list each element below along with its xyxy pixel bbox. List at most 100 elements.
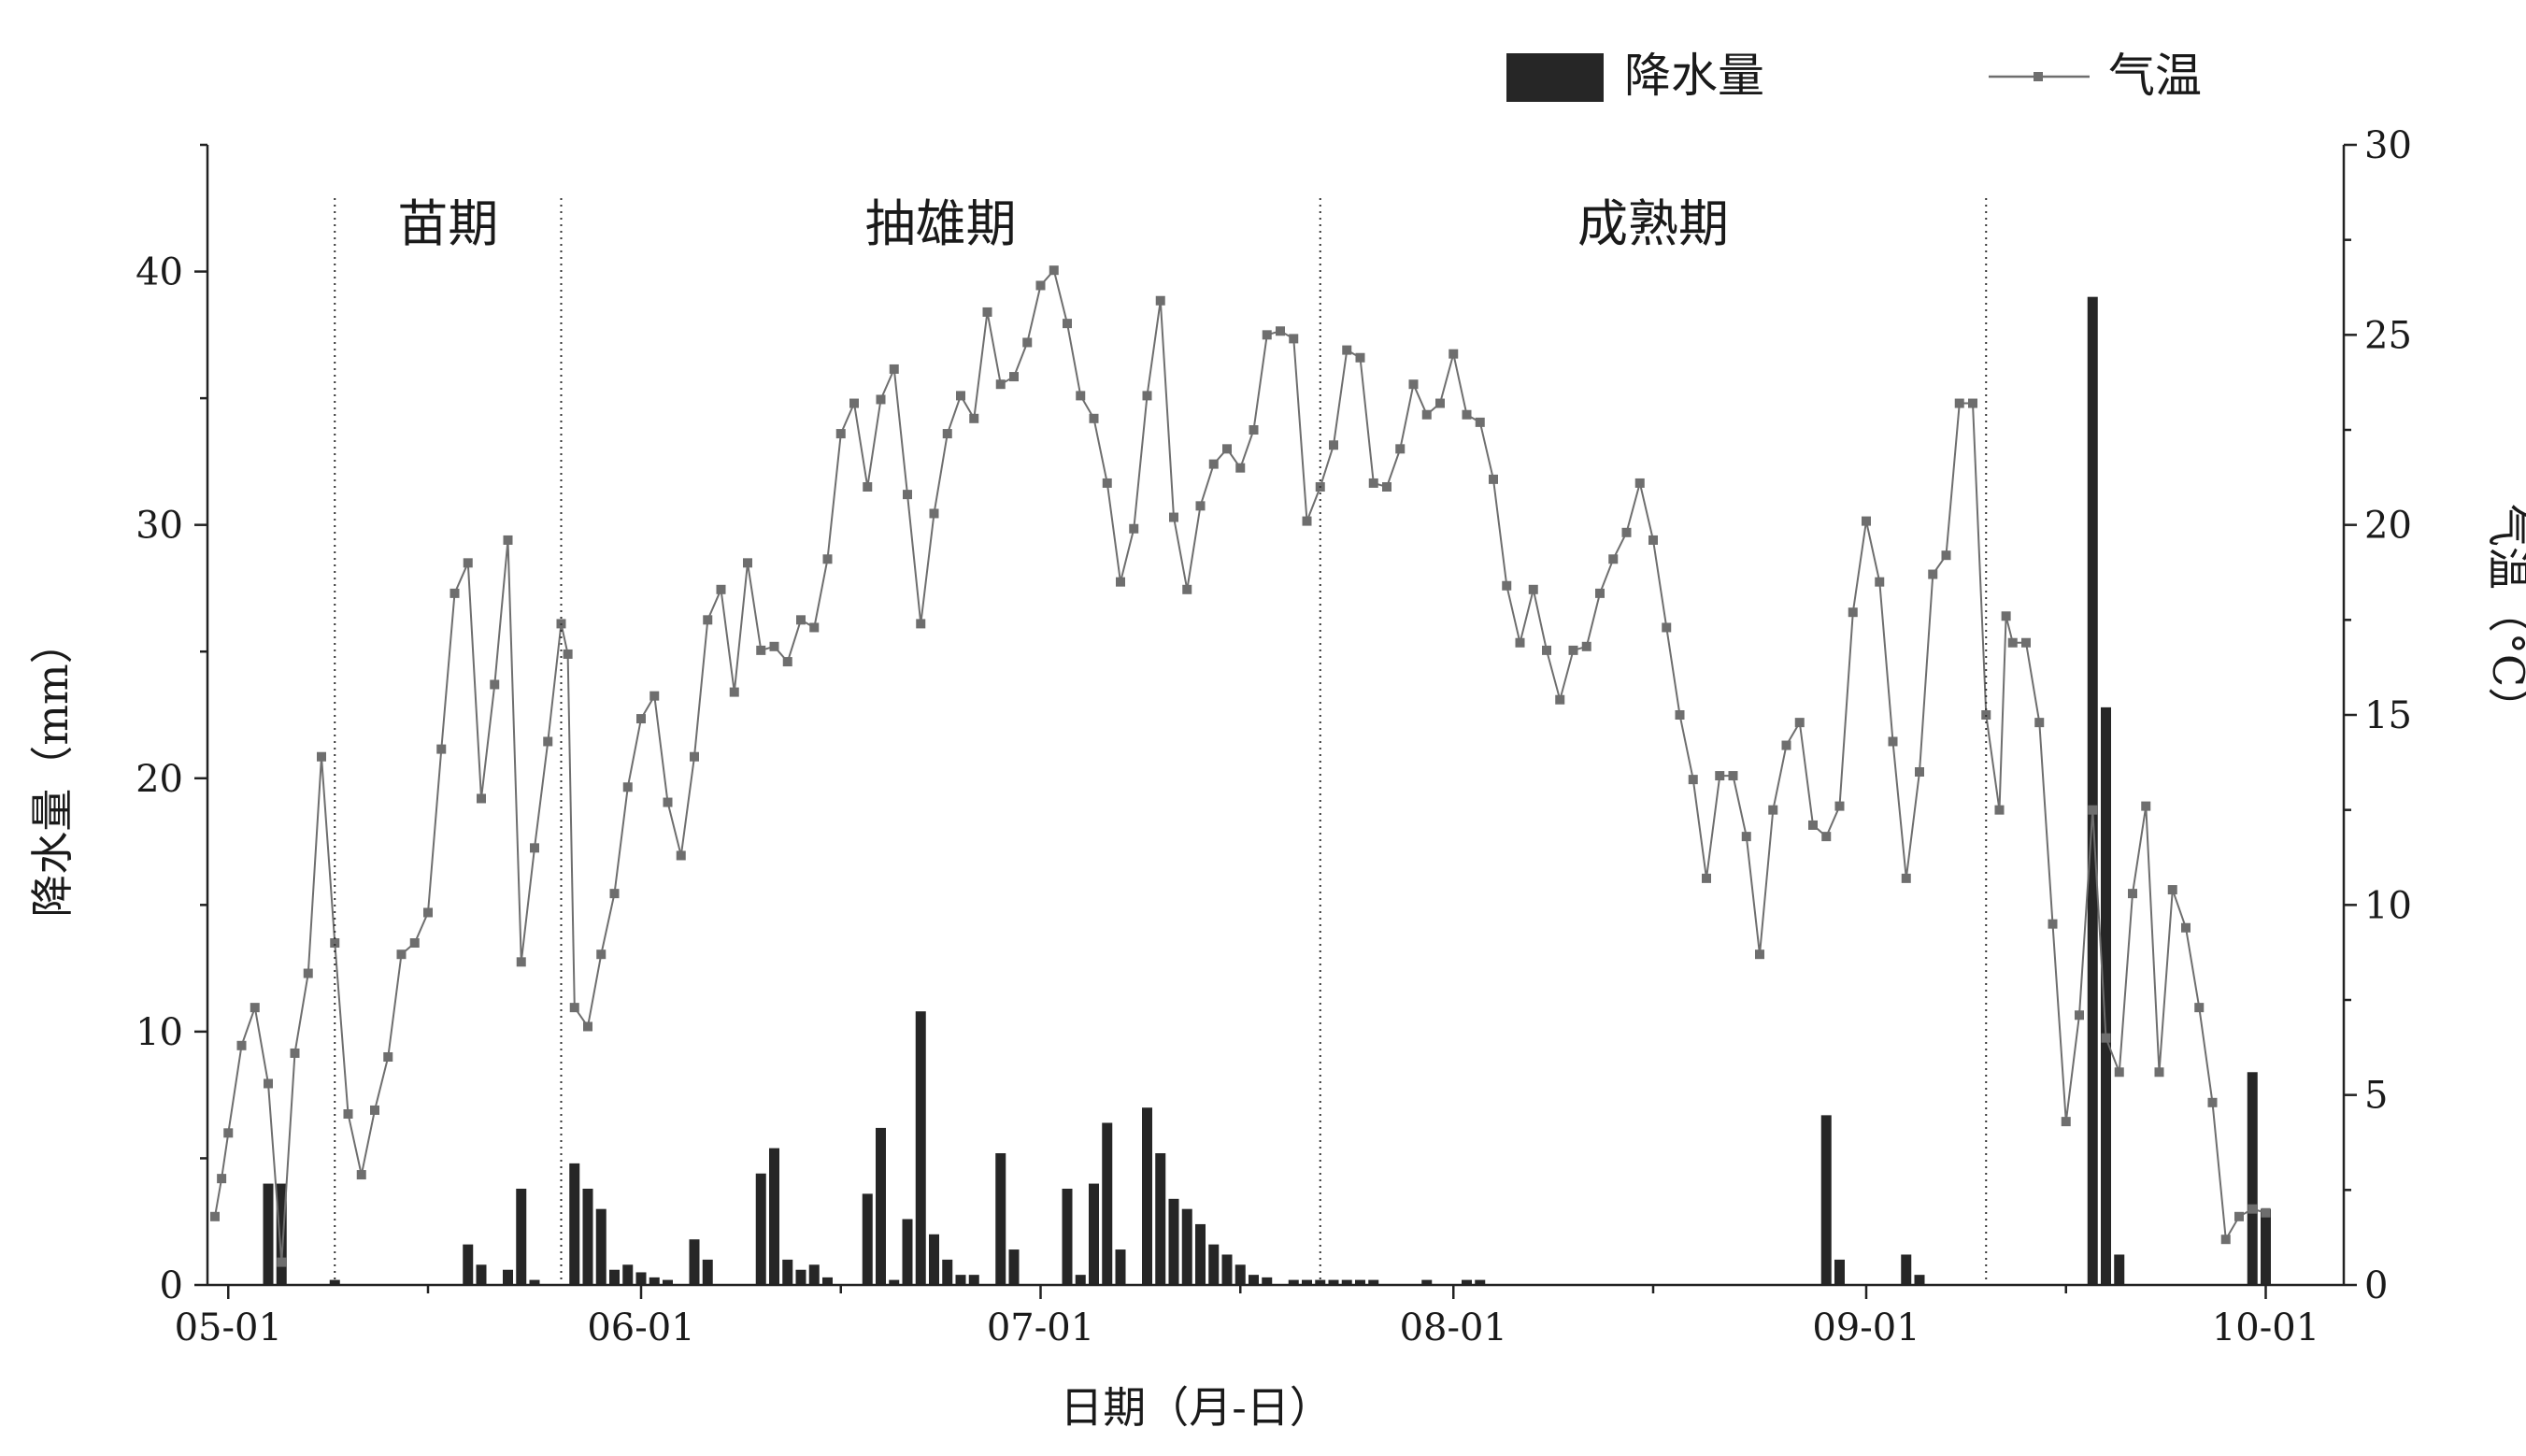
temperature-point bbox=[1528, 584, 1538, 594]
temperature-point bbox=[250, 1003, 260, 1013]
temperature-point bbox=[1302, 516, 1312, 526]
temperature-point bbox=[1901, 873, 1911, 883]
temperature-point bbox=[876, 394, 886, 405]
precip-bar bbox=[2087, 296, 2098, 1286]
temperature-point bbox=[516, 957, 526, 967]
stage-label: 成熟期 bbox=[1577, 194, 1729, 253]
temperature-point bbox=[1755, 949, 1764, 960]
temperature-point bbox=[1608, 554, 1619, 564]
precip-bar bbox=[808, 1264, 820, 1285]
precip-bar bbox=[1102, 1122, 1113, 1285]
x-tick-label: 06-01 bbox=[587, 1306, 694, 1349]
temperature-point bbox=[1542, 645, 1551, 655]
precip-bar bbox=[1302, 1279, 1312, 1285]
temperature-point bbox=[1182, 584, 1192, 594]
precip-bar bbox=[1249, 1275, 1259, 1285]
temperature-point bbox=[2101, 1033, 2111, 1043]
stage-label: 抽雄期 bbox=[865, 194, 1017, 253]
x-axis-title: 日期（月-日） bbox=[1060, 1382, 1333, 1433]
temperature-point bbox=[942, 429, 952, 439]
precip-bar bbox=[529, 1279, 540, 1285]
precip-bar bbox=[582, 1188, 593, 1285]
precip-bar bbox=[516, 1188, 527, 1285]
temperature-point bbox=[1195, 501, 1206, 511]
temperature-point bbox=[2207, 1097, 2218, 1107]
temperature-point bbox=[1794, 718, 1805, 728]
temperature-point bbox=[2261, 1207, 2271, 1218]
temperature-point bbox=[849, 398, 859, 408]
temperature-point bbox=[490, 679, 500, 690]
temperature-point bbox=[995, 379, 1006, 390]
temperature-point bbox=[2114, 1067, 2124, 1078]
precip-bar bbox=[595, 1208, 607, 1285]
temperature-point bbox=[1675, 710, 1685, 720]
precip-bar bbox=[622, 1264, 634, 1285]
precip-bar bbox=[1315, 1279, 1326, 1285]
temperature-point bbox=[1555, 694, 1565, 705]
temperature-point bbox=[982, 307, 992, 317]
precip-bar bbox=[889, 1279, 900, 1285]
legend-bar-label: 降水量 bbox=[1624, 49, 1764, 103]
precip-bar bbox=[569, 1163, 580, 1285]
legend-line-marker bbox=[2034, 72, 2043, 81]
temperature-point bbox=[1076, 391, 1086, 401]
temperature-point bbox=[1089, 413, 1099, 423]
temperature-point bbox=[969, 413, 979, 423]
temperature-point bbox=[863, 482, 873, 492]
temperature-point bbox=[290, 1048, 300, 1058]
precip-bar bbox=[1062, 1188, 1073, 1285]
temperature-point bbox=[596, 949, 607, 960]
temperature-point bbox=[1875, 577, 1885, 587]
precip-bar bbox=[1208, 1244, 1220, 1285]
precip-bar bbox=[1168, 1198, 1179, 1285]
temperature-point bbox=[889, 364, 899, 374]
precip-bar bbox=[862, 1193, 873, 1285]
precip-bar bbox=[329, 1279, 340, 1285]
temperature-point bbox=[1834, 801, 1845, 811]
temperature-point bbox=[396, 949, 407, 960]
temperature-point bbox=[1129, 523, 1139, 534]
y-right-tick-label: 0 bbox=[2364, 1264, 2388, 1307]
temperature-point bbox=[2001, 611, 2011, 621]
temperature-point bbox=[343, 1109, 353, 1119]
precip-bar bbox=[276, 1183, 287, 1285]
temperature-point bbox=[1116, 577, 1125, 587]
y-right-tick-label: 15 bbox=[2364, 694, 2412, 737]
temperature-point bbox=[1688, 775, 1698, 785]
temperature-point bbox=[822, 554, 833, 564]
precip-bar bbox=[968, 1275, 979, 1285]
y-left-tick-label: 30 bbox=[136, 505, 183, 548]
temperature-point bbox=[370, 1105, 379, 1115]
temperature-point bbox=[1449, 349, 1459, 359]
precip-bar bbox=[476, 1264, 487, 1285]
temperature-point bbox=[1941, 550, 1951, 561]
precip-bar bbox=[1221, 1254, 1233, 1285]
precip-bar bbox=[263, 1183, 274, 1285]
precip-bar bbox=[769, 1148, 779, 1285]
temperature-point bbox=[956, 391, 965, 401]
temperature-point bbox=[1768, 805, 1778, 815]
temperature-point bbox=[835, 429, 846, 439]
precip-bar bbox=[1195, 1223, 1206, 1285]
temperature-point bbox=[649, 691, 660, 701]
temperature-point bbox=[729, 687, 739, 697]
temperature-point bbox=[1142, 391, 1152, 401]
temperature-point bbox=[1235, 463, 1246, 473]
y-right-tick-label: 25 bbox=[2364, 314, 2412, 357]
precip-bar bbox=[942, 1259, 953, 1285]
temperature-point bbox=[1662, 622, 1672, 633]
precip-bar bbox=[663, 1279, 673, 1285]
temperature-point bbox=[636, 714, 646, 724]
temperature-point bbox=[609, 889, 620, 899]
temperature-point bbox=[436, 744, 447, 754]
precip-bar bbox=[689, 1239, 700, 1285]
temperature-point bbox=[1888, 736, 1898, 747]
precip-bar bbox=[1462, 1279, 1472, 1285]
temperature-point bbox=[1634, 478, 1645, 488]
temperature-point bbox=[1382, 482, 1391, 492]
temperature-point bbox=[1489, 474, 1498, 484]
temperature-point bbox=[796, 615, 806, 625]
temperature-point bbox=[676, 850, 686, 861]
precip-bar bbox=[1328, 1279, 1339, 1285]
precip-bar bbox=[929, 1234, 939, 1285]
